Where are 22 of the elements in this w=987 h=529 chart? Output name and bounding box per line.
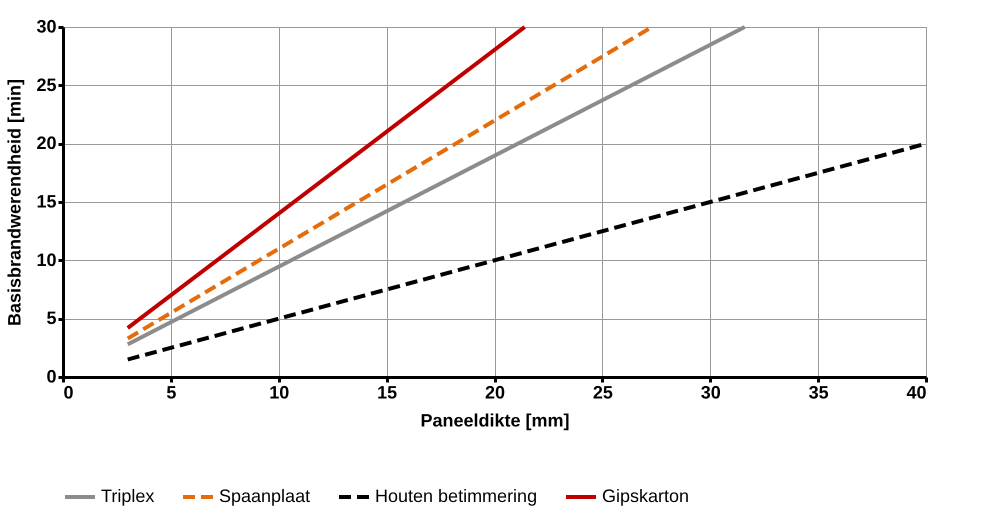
x-tick-label: 25 [592,382,613,402]
x-tick-label: 15 [377,382,398,402]
x-tick-label: 35 [808,382,829,402]
y-tick-label: 25 [36,74,56,95]
y-axis-title: Basisbrandwerendheid [min] [4,78,24,326]
y-tick-label: 10 [36,250,56,270]
y-tick-label: 30 [36,16,56,36]
x-tick-label: 20 [484,382,506,402]
x-tick-label: 10 [269,382,290,402]
x-tick-label: 0 [64,382,74,402]
y-tick-label: 5 [46,308,56,328]
y-tick-label: 20 [36,133,56,154]
x-tick-label: 5 [166,382,176,402]
x-tick-label: 40 [906,382,926,402]
x-tick-label: 30 [700,382,721,402]
legend-label: Houten betimmering [375,486,538,506]
y-tick-label: 0 [46,366,56,386]
legend-label: Gipskarton [602,486,690,506]
legend-label: Triplex [101,486,154,506]
y-tick-label: 15 [36,192,56,212]
legend-label: Spaanplaat [219,486,310,506]
x-axis-title: Paneeldikte [mm] [420,410,570,430]
